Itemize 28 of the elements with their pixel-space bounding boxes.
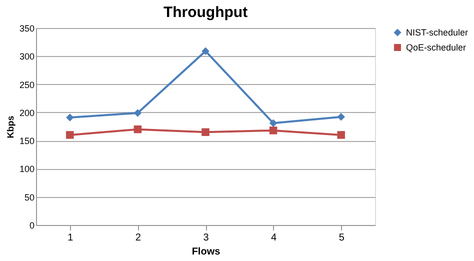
point [66,114,74,122]
x-tick-label: 1 [68,232,74,244]
y-tick-label: 100 [19,164,34,174]
point [337,113,345,121]
x-tick-label: 5 [338,232,345,244]
point [269,119,278,127]
y-tick-label: 300 [19,52,34,62]
chart-title: Throughput [163,4,248,21]
x-tick-label: 3 [203,232,210,244]
legend-label: QoE-scheduler [406,42,466,52]
y-tick-label: 50 [24,192,34,202]
x-tick-label: 4 [271,232,278,244]
y-tick-label: 200 [19,108,34,118]
y-tick-label: 0 [29,220,34,230]
y-tick-label: 350 [19,24,34,34]
point [66,131,74,139]
point [202,128,210,136]
y-axis-title: Kbps [5,116,16,138]
point [337,131,345,139]
x-axis-title: Flows [192,246,221,258]
y-tick-label: 150 [19,136,34,146]
x-tick-label: 2 [135,232,142,244]
point [134,109,142,117]
point [269,126,278,134]
y-tick-label: 250 [19,80,34,90]
point [202,47,210,55]
legend-label: NIST-scheduler [406,28,468,38]
point [134,125,142,134]
